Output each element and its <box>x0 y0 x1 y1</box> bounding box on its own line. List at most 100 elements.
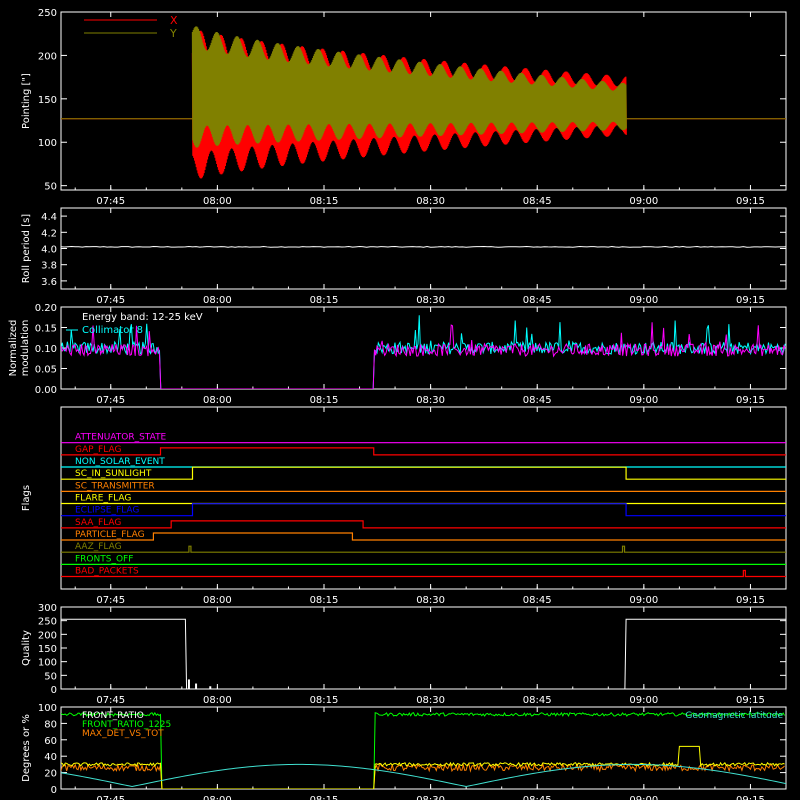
x-tick-label: 08:45 <box>523 695 552 706</box>
y-axis-label: Quality <box>21 630 32 666</box>
x-tick-label: 09:15 <box>736 695 765 706</box>
y-tick-label: 250 <box>38 8 57 19</box>
legend-label: FRONT_RATIO <box>82 711 144 721</box>
y-tick-label: 200 <box>38 51 57 62</box>
x-tick-label: 07:45 <box>96 196 125 207</box>
y-tick-label: 150 <box>38 95 57 106</box>
geomagnetic-latitude-line <box>61 763 786 788</box>
y-tick-label: 80 <box>44 719 57 730</box>
x-tick-label: 08:45 <box>523 795 552 800</box>
x-tick-label: 09:15 <box>736 795 765 800</box>
y-axis-label: Roll period [s] <box>21 214 32 283</box>
x-tick-label: 08:15 <box>310 196 339 207</box>
panel-quality: 07:45 08:00 08:15 08:30 08:45 09:00 09:15 0 50 10… <box>21 603 787 706</box>
y-tick-label: 0.20 <box>35 303 57 314</box>
y-tick-label: 3.6 <box>41 277 57 288</box>
x-tick-label: 09:15 <box>736 196 765 207</box>
legend-label: Y <box>169 27 177 40</box>
x-tick-label: 08:30 <box>416 295 445 306</box>
y-tick-label: 0 <box>51 785 57 796</box>
y-tick-label: 4.2 <box>41 228 57 239</box>
ratio-series <box>61 711 786 789</box>
x-tick-label: 09:00 <box>629 695 658 706</box>
flag-label: ECLIPSE_FLAG <box>75 506 139 516</box>
flag-label: SC_IN_SUNLIGHT <box>75 469 152 479</box>
x-tick-label: 07:45 <box>96 595 125 606</box>
y-axis-label: Degrees or % <box>21 714 32 782</box>
legend-label: FRONT_RATIO_1225 <box>82 720 171 730</box>
flag-label: FRONTS_OFF <box>75 554 133 564</box>
ratio-series <box>61 762 785 789</box>
x-tick-label: 08:45 <box>523 196 552 207</box>
x-tick-label: 08:30 <box>416 395 445 406</box>
x-tick-label: 08:30 <box>416 795 445 800</box>
x-tick-label: 09:00 <box>629 295 658 306</box>
y-axis-label-line2: modulation <box>20 320 31 377</box>
flag-label: SC_TRANSMITTER <box>75 481 155 491</box>
flag-label: BAD_PACKETS <box>75 567 139 577</box>
y-tick-label: 3.8 <box>41 261 57 272</box>
flag-line <box>61 466 786 480</box>
x-tick-label: 08:00 <box>203 395 232 406</box>
legend-label: MAX_DET_VS_TOT <box>82 729 164 739</box>
x-tick-label: 07:45 <box>96 295 125 306</box>
y-tick-label: 100 <box>38 658 57 669</box>
panel-modulation: 07:45 08:00 08:15 08:30 08:45 09:00 09:15 0.00 0… <box>8 303 787 406</box>
flag-label: GAP_FLAG <box>75 445 121 455</box>
x-tick-label: 08:00 <box>203 795 232 800</box>
y-tick-label: 200 <box>38 630 57 641</box>
x-tick-label: 08:00 <box>203 295 232 306</box>
y-tick-label: 0.00 <box>35 385 57 396</box>
x-tick-label: 09:00 <box>629 595 658 606</box>
data-layer <box>61 245 786 248</box>
data-layer <box>61 26 786 179</box>
quality-line <box>61 618 786 689</box>
plot-frame <box>60 706 787 790</box>
legend-label: Collimator 8 <box>82 325 143 336</box>
x-tick-label: 07:45 <box>96 795 125 800</box>
y-tick-label: 0.05 <box>35 365 57 376</box>
y-tick-label: 150 <box>38 644 57 655</box>
data-layer <box>61 315 786 389</box>
y-tick-label: 4.4 <box>41 212 57 223</box>
flag-line <box>61 532 786 541</box>
panel-pointing: 07:45 08:00 08:15 08:30 08:45 09:00 09:15 50 100… <box>21 8 787 207</box>
x-tick-label: 09:15 <box>736 295 765 306</box>
ratio-series <box>61 745 785 789</box>
y-axis-label: Pointing ["] <box>21 73 32 129</box>
x-tick-label: 08:30 <box>416 595 445 606</box>
x-tick-label: 07:45 <box>96 395 125 406</box>
y-tick-label: 300 <box>38 603 57 614</box>
y-tick-label: 100 <box>38 703 57 714</box>
x-tick-label: 08:15 <box>310 795 339 800</box>
flag-line <box>61 545 786 553</box>
data-layer <box>61 618 786 689</box>
x-tick-label: 09:00 <box>629 395 658 406</box>
data-layer <box>61 442 786 578</box>
x-tick-label: 09:00 <box>629 795 658 800</box>
x-tick-label: 08:15 <box>310 295 339 306</box>
x-tick-label: 09:00 <box>629 196 658 207</box>
panel-roll_period: 07:45 08:00 08:15 08:30 08:45 09:00 09:15 3.6 3.… <box>21 207 787 306</box>
x-tick-label: 08:00 <box>203 196 232 207</box>
data-layer <box>61 711 786 789</box>
y-tick-label: 50 <box>44 671 57 682</box>
x-tick-label: 09:15 <box>736 595 765 606</box>
x-tick-label: 08:15 <box>310 595 339 606</box>
x-tick-label: 08:00 <box>203 595 232 606</box>
x-tick-label: 08:45 <box>523 595 552 606</box>
y-tick-label: 4.0 <box>41 245 57 256</box>
x-tick-label: 08:00 <box>203 695 232 706</box>
y-tick-label: 0.15 <box>35 324 57 335</box>
x-tick-label: 08:15 <box>310 695 339 706</box>
x-tick-label: 07:45 <box>96 695 125 706</box>
flag-line <box>61 569 786 578</box>
y-tick-label: 250 <box>38 617 57 628</box>
flag-line <box>61 447 786 456</box>
y-axis-label: Flags <box>21 485 32 511</box>
y-tick-label: 20 <box>44 769 57 780</box>
panel-flags: 07:45 08:00 08:15 08:30 08:45 09:00 09:15 Flags… <box>21 406 787 606</box>
y-tick-label: 0.10 <box>35 344 57 355</box>
geomagnetic-annotation: Geomagnetic latitude <box>685 711 783 721</box>
